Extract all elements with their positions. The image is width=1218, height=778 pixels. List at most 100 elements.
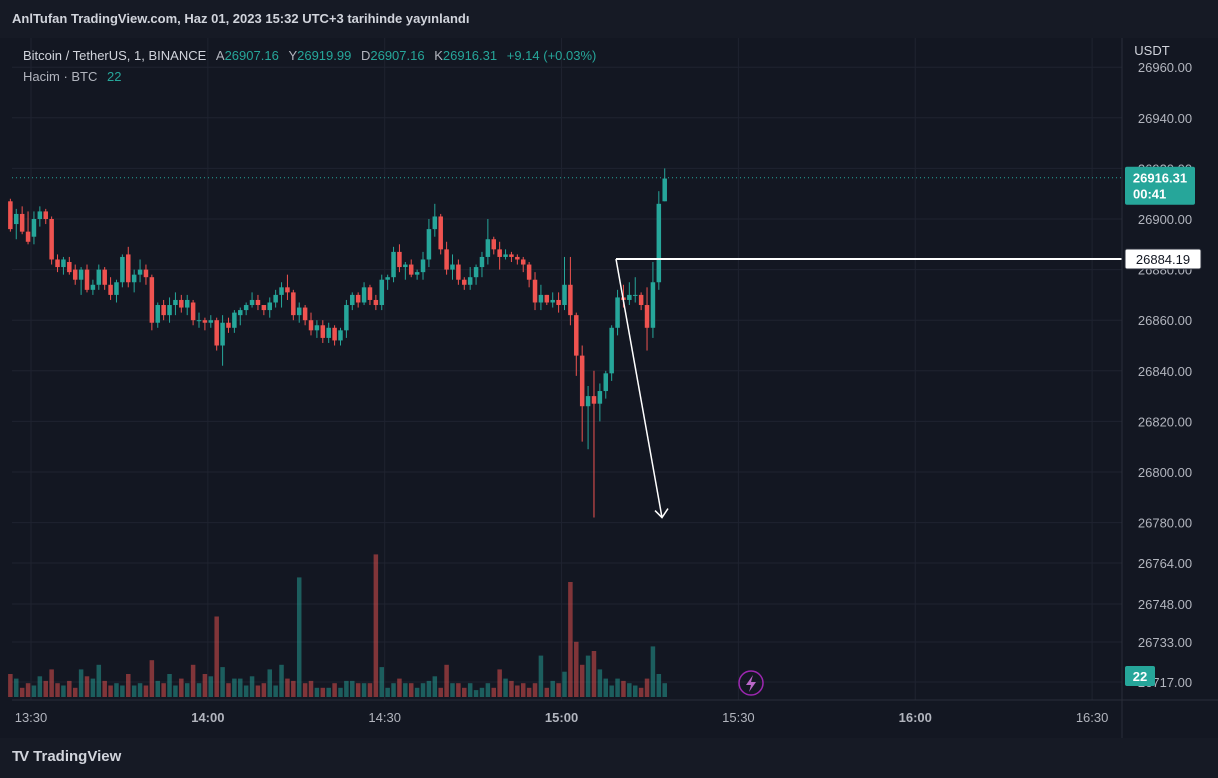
volume-bar [208,676,214,697]
volume-bar [591,651,597,697]
low-label: D [360,48,371,63]
candle-body [568,284,573,316]
volume-bar [485,683,491,697]
change-value: +9.14 (+0.03%) [506,48,597,63]
volume-bar [467,683,473,697]
candle-body [37,211,43,219]
volume-bar [161,683,166,697]
volume-bar [155,680,160,697]
candle-body [597,391,603,404]
candle-body [202,320,208,323]
arrowhead [654,508,669,519]
candle-body [515,256,520,260]
volume-bar [320,687,326,697]
volume-bar [562,671,567,697]
volume-bar [344,680,349,697]
price-tick-label: 26800.00 [1138,465,1192,480]
volume-bar [650,646,656,697]
volume-bar [25,683,31,697]
volume-bar [532,683,538,697]
volume-bar [420,683,426,697]
drawings[interactable] [12,177,1124,696]
candle-body [662,178,667,202]
volume-bar [438,687,443,697]
candle-body [350,294,355,306]
volume-value: 22 [107,69,122,84]
lightning-icon-glyph [746,675,756,692]
candle-body [273,294,278,303]
candle-body [167,305,172,316]
volume-bar [408,683,414,697]
volume-bar [462,687,467,697]
volume-bar [49,669,54,697]
volume-bar [196,683,202,697]
candle-body [184,299,190,308]
high-value: 26919.99 [297,48,352,63]
close-label: K [434,48,443,63]
countdown-label: 00:41 [1133,187,1166,202]
candle-body [25,231,31,242]
candle-body [379,279,385,306]
tradingview-logo[interactable]: TV TradingView [12,748,121,765]
current-price-tag [1125,166,1195,205]
candle-body [302,307,308,321]
volume-bar [473,690,479,697]
candle-body [656,203,662,283]
volume-bar [373,554,379,697]
volume-bar [355,683,361,697]
chart-legend: Bitcoin / TetherUS, 1, BINANCE A26907.16… [23,45,596,87]
volume-bar [503,678,508,697]
candle-body [61,259,66,268]
candle-body [467,277,473,285]
current-price-label: 26916.31 [1133,171,1187,186]
volume-bar [538,655,544,697]
volume-bar [491,687,497,697]
candle-body [49,219,54,260]
volume-bar [137,683,143,697]
volume-bar [308,680,314,697]
volume-bar [167,674,172,697]
volume-bar [609,685,614,697]
candle-body [574,315,579,356]
time-axis[interactable]: 13:30 14:00 14:30 15:00 15:30 16:00 16:30 [12,699,1218,725]
volume-bar [621,680,626,697]
volume-bar [520,683,526,697]
candle-body [291,292,296,316]
candle-body [214,320,219,346]
chart-area[interactable]: 26960.0026940.0026920.0026900.0026880.00… [0,38,1218,738]
candle-body [367,287,373,300]
time-tick-label: 14:00 [191,710,224,725]
candle-body [102,269,107,285]
volume-label[interactable]: Hacim · BTC [23,69,98,84]
candle-body [355,294,361,303]
volume-bar [243,685,249,697]
volume-bar [190,664,196,697]
price-axis[interactable]: 26960.0026940.0026920.0026900.0026880.00… [1121,38,1218,738]
volume-bar [526,687,532,697]
volume-bar [568,582,573,697]
price-tick-label: 26820.00 [1138,414,1192,429]
candle-body [473,267,479,278]
volume-bar [414,687,420,697]
candle-body [638,294,644,306]
volume-bar [238,678,243,697]
symbol-label[interactable]: Bitcoin / TetherUS, 1, BINANCE [23,48,207,63]
volume-bar [8,674,13,697]
price-tick-label: 26860.00 [1138,313,1192,328]
candle-body [296,307,302,316]
volume-bar [367,683,373,697]
volume-bar [214,616,219,697]
volume-bar [361,683,367,697]
volume-bar [497,669,502,697]
candles [8,168,667,518]
volume-bar [397,678,402,697]
time-tick-label: 13:30 [15,710,48,725]
time-tick-label: 16:30 [1076,710,1109,725]
volume-bar [574,641,579,697]
candle-body [143,269,149,278]
candle-body [126,254,131,283]
price-tick-label: 26764.00 [1138,556,1192,571]
candle-body [190,302,196,321]
volume-bar [279,664,284,697]
volume-bar [285,678,290,697]
